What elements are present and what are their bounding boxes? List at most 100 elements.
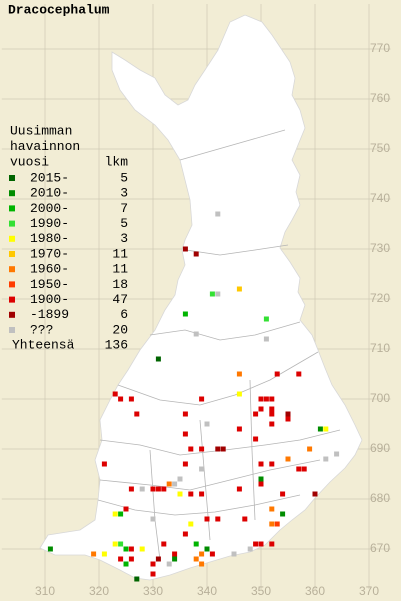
observation bbox=[258, 461, 264, 467]
legend-label: 1950- bbox=[30, 277, 69, 292]
y-tick-label: 690 bbox=[370, 441, 390, 455]
legend-swatch bbox=[9, 296, 15, 303]
observation bbox=[258, 406, 264, 412]
legend-label: 1980- bbox=[30, 231, 69, 246]
observation bbox=[199, 446, 205, 452]
legend-count: 11 bbox=[112, 262, 128, 277]
legend-header: vuosi bbox=[10, 154, 49, 169]
observation bbox=[215, 211, 221, 217]
observation bbox=[236, 371, 242, 377]
observation bbox=[258, 476, 264, 482]
observation bbox=[199, 396, 205, 402]
observation bbox=[269, 506, 275, 512]
observation bbox=[112, 511, 118, 517]
observation bbox=[134, 411, 140, 417]
x-tick-label: 370 bbox=[359, 584, 379, 598]
legend-swatch bbox=[9, 281, 15, 288]
observation bbox=[199, 561, 205, 567]
observation bbox=[269, 411, 275, 417]
observation bbox=[199, 466, 205, 472]
observation bbox=[150, 486, 156, 492]
observation bbox=[188, 491, 194, 497]
legend-swatch bbox=[9, 220, 15, 227]
observation bbox=[209, 551, 215, 557]
observation bbox=[182, 461, 188, 467]
observation bbox=[47, 546, 53, 552]
legend-swatch bbox=[9, 235, 15, 242]
observation bbox=[323, 456, 329, 462]
observation bbox=[334, 451, 340, 457]
observation bbox=[269, 541, 275, 547]
observation bbox=[253, 411, 259, 417]
legend-label: 2015- bbox=[30, 170, 69, 185]
y-tick-label: 700 bbox=[370, 391, 390, 405]
legend-swatch bbox=[9, 205, 15, 212]
legend-count: 7 bbox=[120, 201, 128, 216]
legend-header: Uusimman bbox=[10, 123, 72, 138]
observation bbox=[150, 561, 156, 567]
legend-label: ??? bbox=[30, 322, 53, 337]
legend-label: 1970- bbox=[30, 246, 69, 261]
observation bbox=[285, 416, 291, 422]
observation bbox=[253, 436, 259, 442]
legend-count: 3 bbox=[120, 231, 128, 246]
observation bbox=[112, 541, 118, 547]
observation bbox=[285, 411, 291, 417]
legend-swatch bbox=[9, 251, 15, 257]
legend-label: 1990- bbox=[30, 216, 69, 231]
x-tick-label: 360 bbox=[305, 584, 325, 598]
legend-swatch bbox=[9, 175, 15, 181]
observation bbox=[296, 371, 302, 377]
x-tick-label: 320 bbox=[89, 584, 109, 598]
observation bbox=[242, 516, 248, 522]
observation bbox=[166, 481, 172, 487]
observation bbox=[128, 556, 134, 562]
observation bbox=[263, 396, 269, 402]
observation bbox=[101, 551, 107, 557]
x-tick-label: 340 bbox=[197, 584, 217, 598]
legend-count: 3 bbox=[120, 186, 128, 201]
legend-swatch bbox=[9, 266, 15, 273]
observation bbox=[139, 486, 145, 492]
observation bbox=[193, 541, 199, 547]
legend-count: 11 bbox=[112, 246, 128, 261]
observation bbox=[118, 541, 124, 547]
observation bbox=[177, 491, 183, 497]
observation bbox=[182, 531, 188, 537]
land bbox=[39, 14, 363, 581]
observation bbox=[253, 541, 259, 547]
observation bbox=[204, 421, 210, 427]
observation bbox=[236, 391, 242, 397]
legend-label: 1960- bbox=[30, 262, 69, 277]
observation bbox=[236, 286, 242, 292]
observation bbox=[236, 486, 242, 492]
legend-count-header: lkm bbox=[105, 154, 129, 169]
labels: 310 320 330 340 350 360 3706706806907007107207… bbox=[8, 2, 390, 598]
observation bbox=[182, 411, 188, 417]
observation bbox=[204, 546, 210, 552]
observation bbox=[155, 556, 161, 562]
legend-label: 2010- bbox=[30, 186, 69, 201]
y-tick-label: 720 bbox=[370, 291, 390, 305]
observation bbox=[317, 426, 323, 432]
observation bbox=[112, 391, 118, 397]
legend-count: 5 bbox=[120, 170, 128, 185]
observation bbox=[118, 396, 124, 402]
y-tick-label: 730 bbox=[370, 241, 390, 255]
observation bbox=[209, 291, 215, 297]
observation bbox=[199, 551, 205, 557]
y-tick-label: 670 bbox=[370, 541, 390, 555]
observation bbox=[188, 446, 194, 452]
observation bbox=[172, 481, 178, 487]
observation bbox=[220, 446, 226, 452]
observation bbox=[269, 521, 275, 527]
observation bbox=[188, 521, 194, 527]
y-tick-label: 750 bbox=[370, 141, 390, 155]
observation bbox=[161, 541, 167, 547]
observation bbox=[123, 506, 129, 512]
title: Dracocephalum bbox=[8, 2, 110, 17]
observation bbox=[258, 396, 264, 402]
observation bbox=[296, 466, 302, 472]
y-tick-label: 760 bbox=[370, 91, 390, 105]
